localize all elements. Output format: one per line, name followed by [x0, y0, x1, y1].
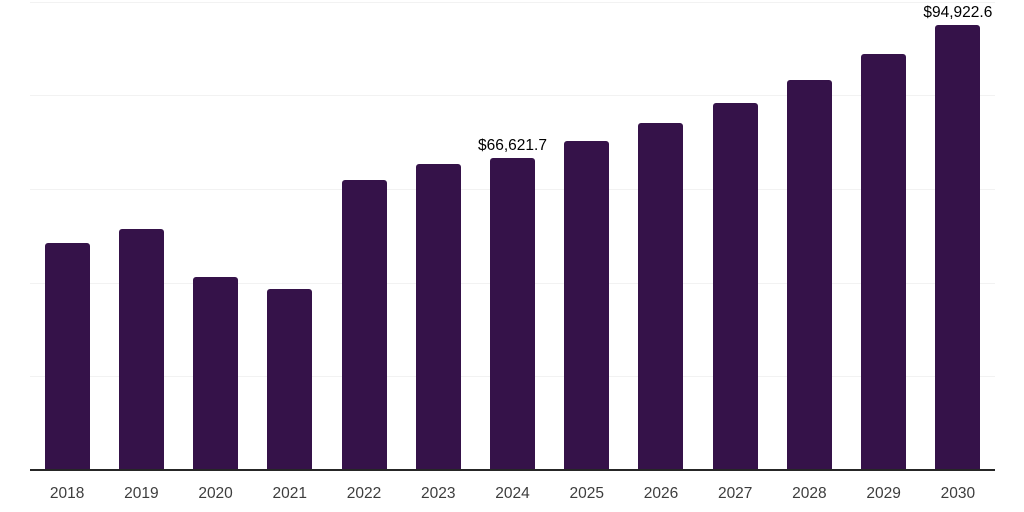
x-tick-2021: 2021 [272, 485, 308, 502]
gridline-100000 [30, 1, 995, 3]
x-tick-2019: 2019 [124, 485, 159, 502]
gridline-80000 [30, 95, 995, 97]
x-tick-2029: 2029 [866, 485, 901, 502]
x-tick-2023: 2023 [421, 485, 456, 502]
x-axis-line [30, 469, 995, 471]
bar-2018[interactable] [44, 243, 90, 470]
bar-2028[interactable] [786, 80, 832, 470]
bar-2023[interactable] [415, 164, 461, 470]
bar-2020[interactable] [193, 276, 239, 470]
x-tick-2025: 2025 [569, 485, 604, 502]
x-tick-2028: 2028 [792, 485, 827, 502]
bar-2027[interactable] [712, 102, 758, 470]
bar-2019[interactable] [118, 229, 164, 470]
bar-2021[interactable] [267, 289, 313, 470]
x-tick-2022: 2022 [346, 485, 382, 502]
x-tick-2027: 2027 [717, 485, 753, 502]
bar-2030[interactable] [935, 25, 981, 470]
x-tick-2030: 2030 [940, 485, 976, 502]
data-label-2030: $94,922.6 [923, 4, 993, 22]
x-tick-2020: 2020 [198, 485, 233, 502]
bar-2025[interactable] [564, 141, 610, 470]
bar-2022[interactable] [341, 180, 387, 470]
data-label-2024: $66,621.7 [478, 136, 547, 154]
bar-2024[interactable] [490, 157, 535, 470]
bar-2029[interactable] [861, 53, 907, 470]
x-tick-2024: 2024 [495, 485, 530, 502]
x-tick-2026: 2026 [643, 485, 679, 502]
bar-2026[interactable] [638, 123, 684, 470]
x-tick-2018: 2018 [49, 485, 85, 502]
